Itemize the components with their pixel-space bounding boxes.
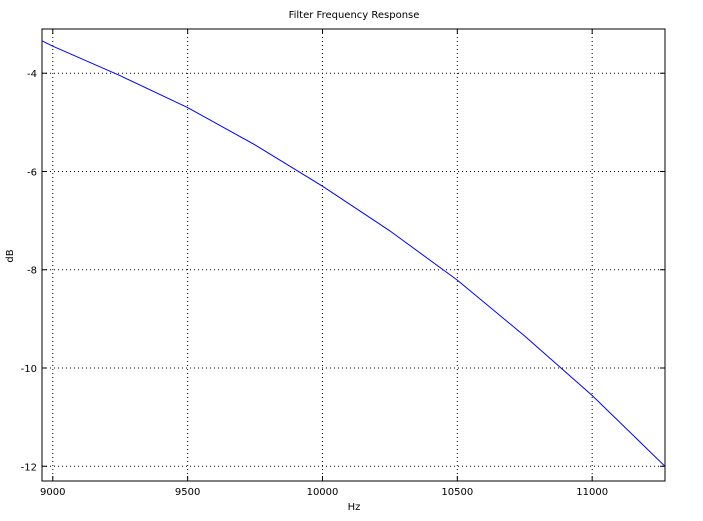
y-tick-label: -12 bbox=[21, 462, 37, 473]
x-tick-label: 9000 bbox=[40, 487, 65, 498]
chart-title: Filter Frequency Response bbox=[289, 10, 420, 21]
grid-lines bbox=[42, 29, 665, 481]
x-tick-label: 10000 bbox=[307, 487, 339, 498]
x-tick-label: 9500 bbox=[175, 487, 200, 498]
series-layer bbox=[41, 40, 666, 467]
x-tick-label: 10500 bbox=[441, 487, 473, 498]
response-line bbox=[41, 40, 666, 467]
y-tick-label: -10 bbox=[21, 364, 37, 375]
x-axis-label: Hz bbox=[348, 502, 361, 513]
x-tick-label: 11000 bbox=[576, 487, 608, 498]
y-tick-label: -6 bbox=[27, 167, 37, 178]
axis-ticks: 9000 9500 10000 10500 11000 -4 -6 -8 -10 -12 bbox=[21, 29, 665, 498]
y-tick-label: -8 bbox=[27, 266, 37, 277]
plot-frame bbox=[41, 28, 666, 482]
y-tick-label: -4 bbox=[27, 69, 37, 80]
y-axis-label: dB bbox=[5, 249, 16, 262]
